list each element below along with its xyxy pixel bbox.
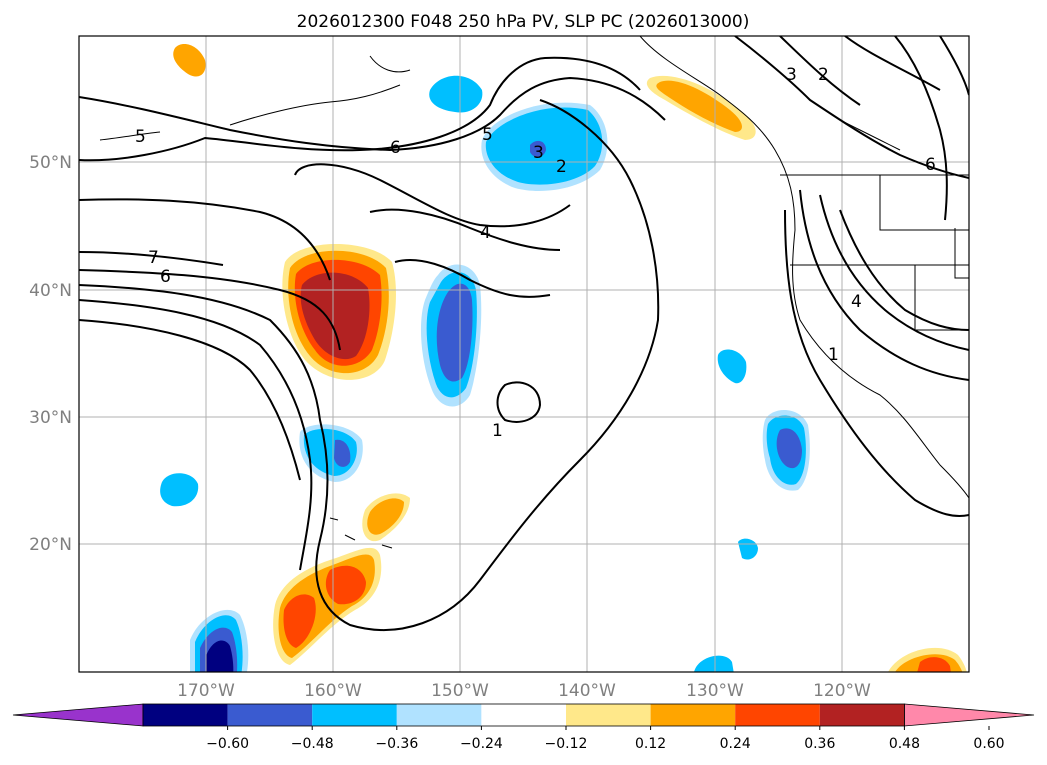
colorbar-tick-label: −0.60 [206,736,249,752]
lat-label: 50°N [29,153,72,173]
contour-label: 5 [482,125,493,145]
colorbar-segment [735,704,820,726]
latitude-labels: 50°N 40°N 30°N 20°N [29,153,72,555]
map-title: 2026012300 F048 250 hPa PV, SLP PC (2026… [297,12,750,32]
colorbar-segment [312,704,397,726]
contour-label: 2 [556,157,567,177]
colorbar-tick-label: 0.60 [973,736,1004,752]
map-frame [78,35,970,673]
lon-label: 170°W [177,681,235,701]
colorbar-tick-label: −0.12 [545,736,588,752]
colorbar-tick-label: −0.48 [291,736,334,752]
lon-label: 150°W [431,681,489,701]
pv-shading [160,44,967,672]
colorbar: −0.60 −0.48 −0.36 −0.24 −0.12 0.12 0.24 0.36 0.4… [12,703,1035,752]
map-plot-area: 5 6 7 6 4 5 3 2 1 2 3 6 4 1 [79,36,969,672]
contour-label: 6 [160,267,171,287]
contour-label: 7 [148,248,159,268]
lat-label: 40°N [29,281,72,301]
contour-label: 1 [492,421,503,441]
lon-label: 140°W [558,681,616,701]
coastlines [99,36,969,549]
lon-label: 160°W [304,681,362,701]
colorbar-segment [396,704,482,726]
longitude-labels: 170°W 160°W 150°W 140°W 130°W 120°W [177,681,871,701]
colorbar-tick-label: 0.36 [804,736,835,752]
colorbar-extend-low [12,703,144,727]
colorbar-segment [650,704,736,726]
contour-label: 3 [786,65,797,85]
colorbar-tick-label: 0.24 [720,736,751,752]
contour-label: 1 [828,345,839,365]
contour-label: 3 [533,143,544,163]
contour-label: 6 [390,138,401,158]
contour-label: 2 [818,65,829,85]
lat-label: 30°N [29,408,72,428]
colorbar-tick-label: 0.12 [635,736,666,752]
colorbar-tick-label: −0.36 [375,736,418,752]
contour-label: 5 [135,127,146,147]
colorbar-segment [819,704,905,726]
colorbar-segment [227,704,313,726]
contour-label: 4 [851,292,862,312]
lat-label: 20°N [29,535,72,555]
colorbar-frame [142,703,905,727]
colorbar-segment [143,704,228,726]
contour-label: 6 [925,155,936,175]
lat-lon-grid [79,36,969,672]
colorbar-extend-high [904,703,1035,727]
lon-label: 130°W [686,681,744,701]
colorbar-segment [481,704,566,726]
contour-label: 4 [480,223,491,243]
colorbar-tick-label: −0.24 [460,736,503,752]
lon-label: 120°W [813,681,871,701]
colorbar-segment [566,704,651,726]
colorbar-tick-label: 0.48 [889,736,920,752]
slp-contours [79,36,969,631]
contour-label-group: 5 6 7 6 4 5 3 2 1 2 3 6 4 1 [135,65,936,441]
